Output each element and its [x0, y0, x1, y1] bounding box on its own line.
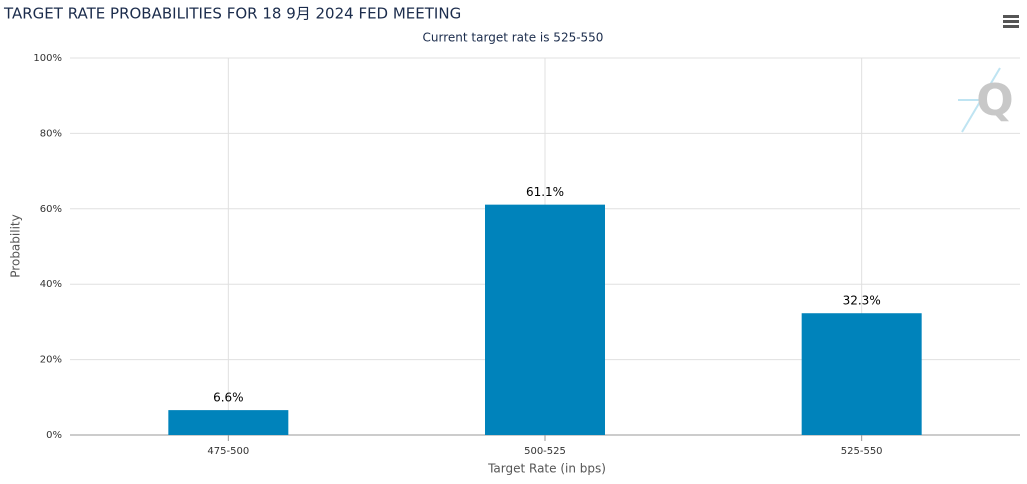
x-tick-label: 525-550 [841, 446, 883, 457]
bar [485, 204, 605, 435]
chart-subtitle: Current target rate is 525-550 [423, 31, 604, 45]
logo-q: Q [976, 75, 1013, 126]
bar [168, 410, 289, 435]
y-tick-label: 0% [46, 430, 62, 441]
data-label: 32.3% [843, 294, 881, 308]
y-tick-label: 60% [40, 204, 62, 215]
x-axis-label: Target Rate (in bps) [487, 462, 606, 476]
chart-title: TARGET RATE PROBABILITIES FOR 18 9月 2024… [3, 5, 461, 23]
y-tick-label: 20% [40, 355, 62, 366]
x-tick-label: 475-500 [207, 446, 249, 457]
x-tick-label: 500-525 [524, 446, 566, 457]
bar [801, 313, 922, 435]
y-axis-label: Probability [9, 214, 23, 277]
data-label: 6.6% [213, 391, 244, 405]
y-tick-label: 40% [40, 279, 62, 290]
menu-bar [1003, 25, 1019, 28]
data-label: 61.1% [526, 185, 564, 199]
y-tick-label: 80% [40, 128, 62, 139]
y-tick-label: 100% [33, 53, 62, 64]
menu-button[interactable] [1003, 15, 1019, 28]
logo: Q [958, 67, 1014, 133]
menu-bar [1003, 20, 1019, 23]
menu-bar [1003, 15, 1019, 18]
